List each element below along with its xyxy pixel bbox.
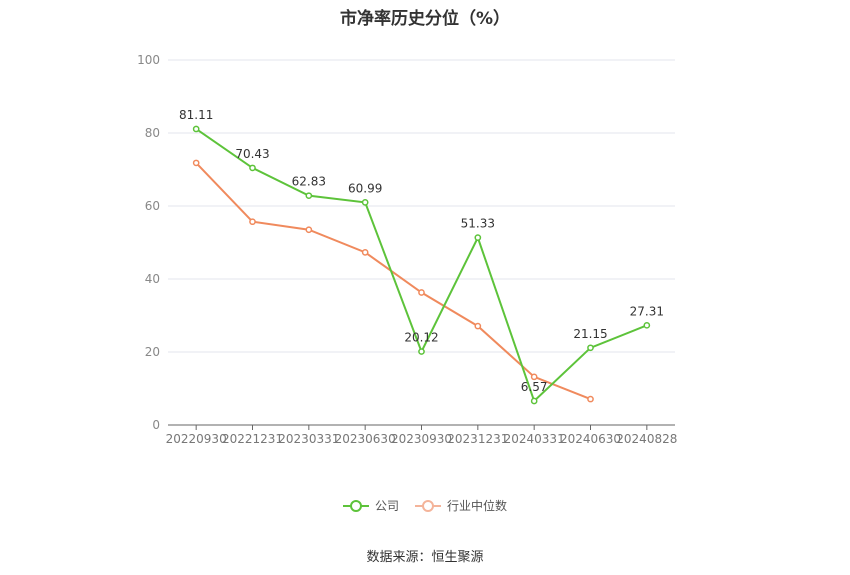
data-label: 62.83	[292, 175, 326, 189]
data-label: 81.11	[179, 108, 213, 122]
data-point-1[interactable]	[192, 159, 200, 167]
source-note: 数据来源：恒生聚源	[366, 550, 484, 565]
data-point-1[interactable]	[361, 249, 369, 256]
data-label: 60.99	[348, 181, 382, 195]
x-tick-label: 20220930	[166, 432, 227, 446]
data-point-0[interactable]	[418, 348, 425, 355]
x-tick-label: 20240630	[560, 432, 621, 446]
x-tick-label: 20230630	[335, 432, 396, 446]
legend-item-company[interactable]: 公司	[342, 497, 399, 514]
data-point-1[interactable]	[474, 322, 482, 330]
data-point-1[interactable]	[587, 395, 594, 403]
chart-legend: 公司 行业中位数	[0, 497, 850, 514]
legend-label-industry-median: 行业中位数	[447, 499, 508, 513]
y-tick-label: 20	[145, 345, 160, 359]
x-tick-label: 20230930	[391, 432, 452, 446]
data-label: 51.33	[461, 217, 495, 231]
data-point-1[interactable]	[249, 218, 256, 226]
legend-item-industry-median[interactable]: 行业中位数	[415, 497, 507, 514]
data-point-1[interactable]	[418, 289, 425, 296]
data-label: 27.31	[630, 304, 664, 318]
series-line-1	[195, 162, 591, 401]
x-tick-label: 20231231	[447, 432, 508, 446]
data-label: 70.43	[235, 147, 269, 161]
data-point-0[interactable]	[249, 164, 256, 172]
data-point-0[interactable]	[530, 397, 538, 405]
y-tick-label: 40	[145, 272, 160, 286]
data-label: 6.57	[521, 380, 548, 394]
legend-swatch-industry-median	[415, 499, 441, 513]
chart-title: 市净率历史分位（%）	[339, 9, 511, 29]
series-line-0	[195, 128, 648, 403]
x-tick-label: 20221231	[222, 432, 283, 446]
x-tick-label: 20240828	[616, 432, 677, 446]
y-tick-label: 100	[137, 53, 160, 67]
y-tick-label: 60	[145, 199, 160, 213]
data-point-0[interactable]	[643, 321, 651, 329]
data-point-0[interactable]	[587, 344, 594, 352]
legend-swatch-company	[342, 499, 369, 513]
data-label: 20.12	[404, 331, 438, 345]
y-tick-label: 80	[145, 126, 160, 140]
data-point-1[interactable]	[530, 373, 538, 381]
data-point-1[interactable]	[305, 226, 313, 234]
y-tick-label: 0	[152, 418, 160, 432]
data-point-0[interactable]	[305, 192, 313, 200]
x-tick-label: 20240331	[504, 432, 565, 446]
data-label: 21.15	[573, 327, 607, 341]
x-tick-label: 20230331	[278, 432, 339, 446]
data-point-0[interactable]	[192, 125, 200, 133]
data-point-0[interactable]	[361, 199, 369, 206]
legend-label-company: 公司	[374, 499, 399, 513]
data-point-0[interactable]	[474, 234, 482, 241]
